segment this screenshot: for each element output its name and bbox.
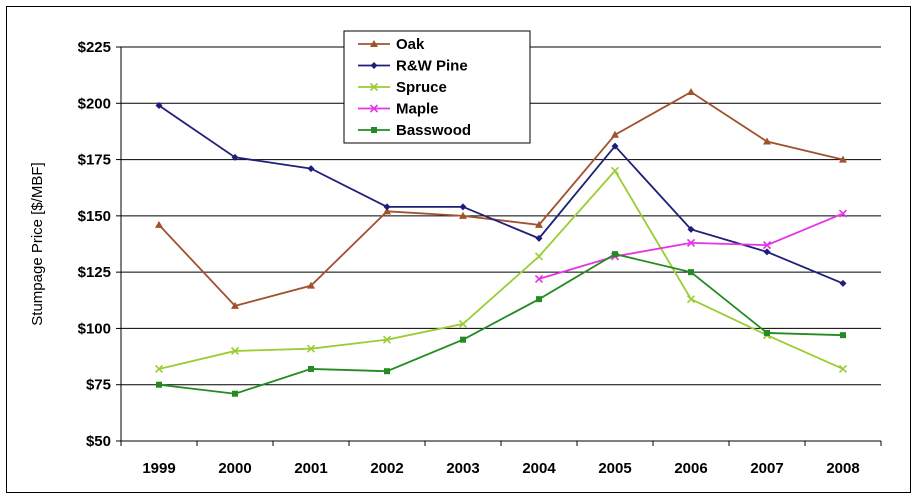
y-tick-label: $225 (78, 39, 111, 56)
data-point (383, 207, 391, 215)
x-tick-label: 2000 (218, 460, 251, 477)
x-tick-label: 1999 (142, 460, 175, 477)
data-point (535, 220, 543, 228)
data-point (611, 130, 619, 138)
data-point (610, 166, 620, 175)
y-tick-labels: $50 $75 $100 $125 $150 $175 $200 $225 (78, 39, 111, 450)
data-point (838, 364, 848, 374)
legend-marker (370, 40, 378, 47)
data-point (838, 209, 848, 218)
legend-label: Basswood (396, 122, 471, 139)
data-point (155, 102, 163, 110)
data-point (308, 365, 314, 372)
legend-label: Oak (396, 36, 425, 53)
data-point (230, 346, 240, 356)
data-point (156, 381, 162, 388)
x-tick-label: 2001 (294, 460, 327, 477)
y-tick-label: $125 (78, 264, 111, 281)
series-group (154, 88, 848, 397)
x-tick-label: 2005 (598, 460, 631, 477)
data-point (762, 241, 772, 250)
series-r-w-pine (155, 102, 847, 287)
data-point (307, 165, 315, 173)
data-point (688, 269, 694, 276)
series-maple (534, 209, 848, 283)
x-tick-label: 2002 (370, 460, 403, 477)
data-point (839, 155, 847, 163)
data-point (687, 225, 695, 233)
data-point (534, 274, 544, 283)
legend-label: Maple (396, 101, 439, 118)
legend-marker (369, 82, 379, 92)
data-point (459, 211, 467, 219)
legend-entry: Maple (358, 101, 439, 118)
data-point (460, 336, 466, 343)
data-point (534, 252, 544, 261)
legend: Oak R&W Pine Spruce Maple Basswood (343, 30, 531, 144)
data-point (231, 301, 239, 309)
data-point (687, 88, 695, 96)
x-tick-label: 2003 (446, 460, 479, 477)
data-point (612, 251, 618, 258)
series-line (158, 169, 844, 370)
legend-marker (371, 127, 377, 133)
y-tick-label: $75 (86, 377, 111, 394)
series-oak (155, 88, 847, 309)
data-point (154, 364, 164, 374)
axes (116, 46, 882, 446)
data-point (763, 137, 771, 145)
y-tick-label: $200 (78, 95, 111, 112)
y-tick-label: $150 (78, 208, 111, 225)
y-tick-label: $175 (78, 152, 111, 169)
x-tick-label: 2007 (750, 460, 783, 477)
data-point (686, 295, 696, 304)
data-point (306, 344, 316, 353)
series-line (158, 253, 844, 395)
data-point (686, 238, 696, 247)
data-point (383, 203, 391, 211)
data-point (764, 329, 770, 336)
data-point (536, 296, 542, 303)
legend-entry: Oak (358, 36, 425, 53)
legend-entry: R&W Pine (358, 58, 468, 75)
x-tick-label: 2006 (674, 460, 707, 477)
series-basswood (156, 251, 846, 397)
y-tick-label: $100 (78, 320, 111, 337)
legend-label: R&W Pine (396, 58, 468, 75)
data-point (384, 368, 390, 375)
data-point (382, 335, 392, 344)
series-spruce (154, 166, 848, 374)
data-point (535, 234, 543, 242)
data-point (458, 319, 468, 328)
legend-marker (370, 62, 378, 69)
data-point (611, 142, 619, 150)
series-line (158, 104, 844, 285)
y-axis-label: Stumpage Price [$/MBF] (29, 162, 46, 325)
series-line (158, 90, 844, 307)
data-point (307, 281, 315, 289)
legend-entry: Spruce (358, 79, 447, 96)
x-tick-label: 2004 (522, 460, 556, 477)
data-point (763, 248, 771, 256)
data-point (839, 279, 847, 287)
data-point (155, 220, 163, 228)
x-tick-labels: 1999 2000 2001 2002 2003 2004 2005 2006 2007 2008 (142, 460, 859, 477)
data-point (232, 390, 238, 397)
x-tick-label: 2008 (826, 460, 859, 477)
legend-label: Spruce (396, 79, 447, 96)
data-point (459, 203, 467, 211)
series-line (538, 212, 844, 280)
data-point (231, 153, 239, 161)
y-tick-label: $50 (86, 433, 111, 450)
legend-marker (369, 104, 379, 113)
legend-entry: Basswood (358, 122, 471, 139)
data-point (840, 332, 846, 339)
